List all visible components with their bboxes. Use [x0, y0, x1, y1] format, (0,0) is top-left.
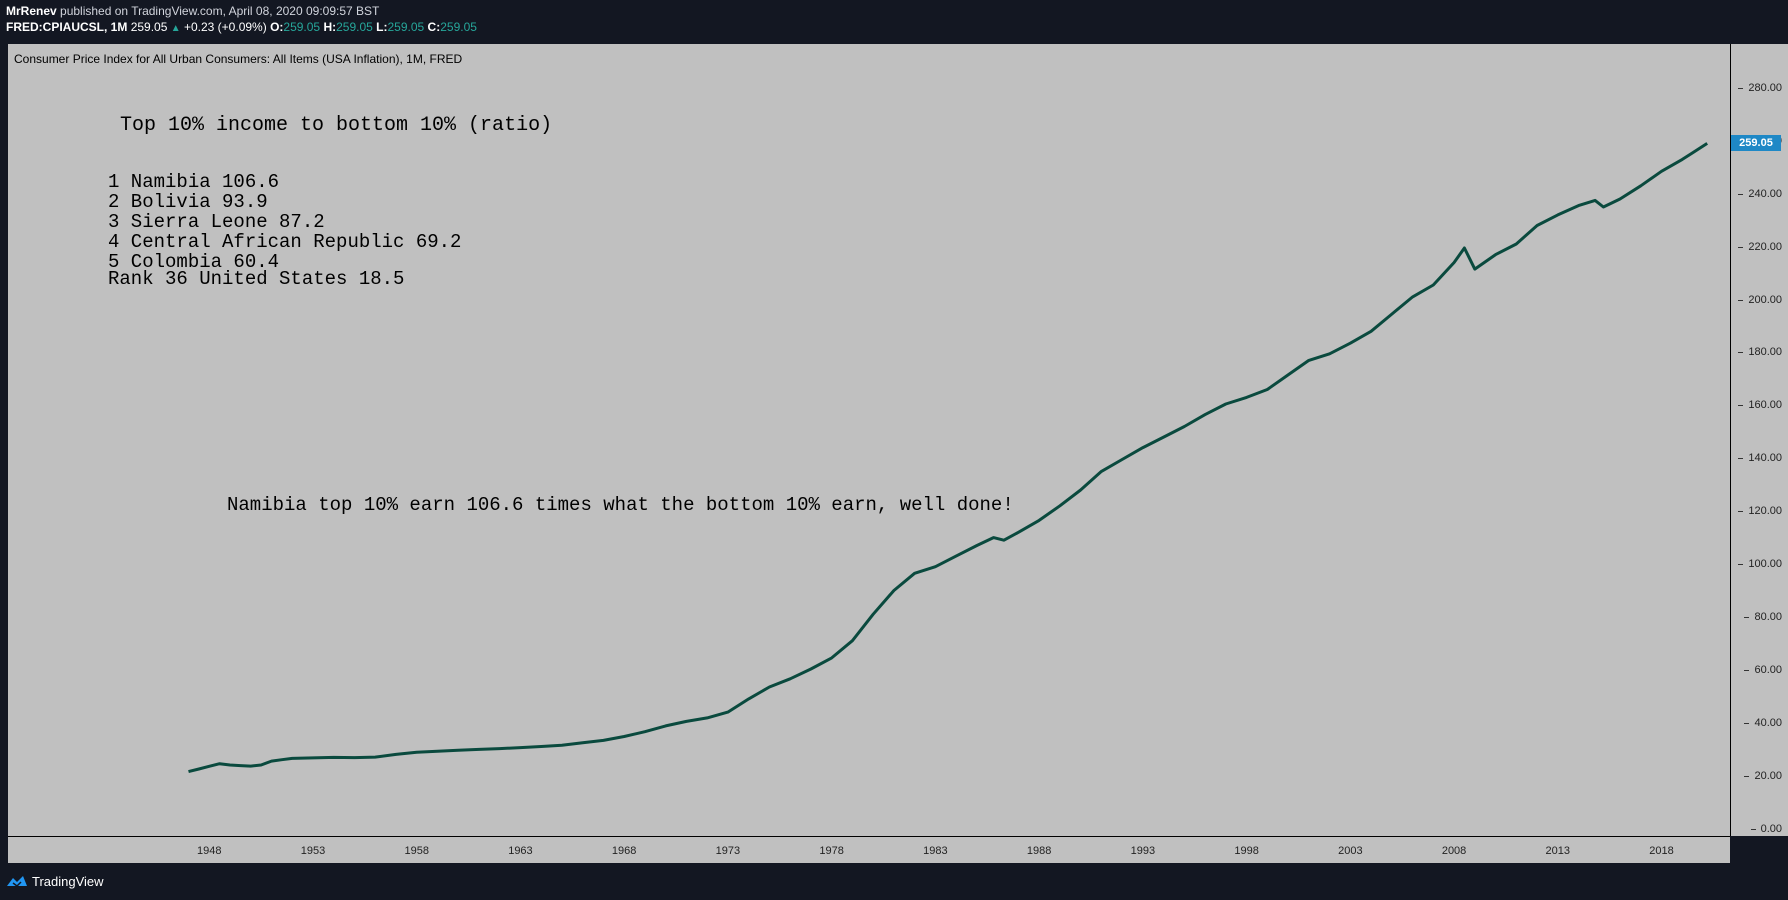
- last-value: 259.05: [130, 20, 168, 34]
- price-tick-label: 220.00: [1738, 240, 1782, 253]
- time-tick-label: 1953: [300, 845, 326, 857]
- time-tick-label: 2003: [1338, 845, 1363, 857]
- open-label: O:: [270, 20, 284, 34]
- price-tick-label: 100.00: [1738, 558, 1782, 571]
- last-price-label: 259.05: [1731, 135, 1781, 152]
- footer-brand-text: TradingView: [32, 873, 104, 889]
- low-value: 259.05: [387, 20, 425, 34]
- note-heading: Top 10% income to bottom 10% (ratio): [120, 114, 553, 137]
- published-text: published on TradingView.com, April 08, …: [60, 4, 380, 18]
- note-list-item: 2 Bolivia 93.9: [108, 191, 268, 213]
- price-tick-label: 180.00: [1738, 346, 1782, 359]
- time-tick-label: 1978: [819, 845, 844, 857]
- close-value: 259.05: [440, 20, 477, 34]
- time-tick-label: 1968: [611, 845, 637, 857]
- chart-title: Consumer Price Index for All Urban Consu…: [14, 52, 463, 66]
- time-tick-label: 2008: [1441, 845, 1467, 857]
- open-value: 259.05: [283, 20, 321, 34]
- price-tick-label: 40.00: [1744, 716, 1782, 729]
- time-tick-label: 1958: [404, 845, 429, 857]
- price-tick-label: 0.00: [1750, 822, 1782, 835]
- high-label: H:: [323, 20, 337, 34]
- cpi-series-line[interactable]: [188, 142, 1709, 774]
- price-tick-label: 80.00: [1744, 610, 1782, 623]
- price-tick-label: 60.00: [1744, 663, 1782, 676]
- low-label: L:: [376, 20, 388, 34]
- time-tick-label: 2018: [1649, 845, 1674, 857]
- symbol-label[interactable]: FRED:CPIAUCSL, 1M: [6, 20, 128, 34]
- footer-brand[interactable]: TradingView: [6, 871, 104, 891]
- close-label: C:: [427, 20, 441, 34]
- chart-plot-area[interactable]: Consumer Price Index for All Urban Consu…: [8, 44, 1730, 836]
- time-tick-label: 1988: [1026, 845, 1052, 857]
- tradingview-logo-icon: [7, 876, 27, 887]
- high-value: 259.05: [336, 20, 373, 34]
- time-tick-label: 1963: [508, 845, 533, 857]
- price-tick-label: 140.00: [1738, 452, 1782, 465]
- price-tick-label: 280.00: [1738, 81, 1782, 94]
- time-tick-label: 1998: [1234, 845, 1259, 857]
- price-chart[interactable]: [8, 44, 1730, 836]
- price-tick-label: 20.00: [1744, 769, 1782, 782]
- note-comment: Namibia top 10% earn 106.6 times what th…: [227, 494, 1014, 516]
- time-tick-label: 1948: [196, 845, 222, 857]
- note-list-item: 1 Namibia 106.6: [108, 171, 280, 193]
- note-us-rank: Rank 36 United States 18.5: [108, 268, 405, 290]
- note-list-item: 5 Colombia 60.4: [108, 251, 280, 273]
- up-arrow-icon: ▲: [170, 23, 181, 34]
- note-list-item: 4 Central African Republic 69.2: [108, 231, 462, 253]
- note-list-item: 3 Sierra Leone 87.2: [108, 211, 325, 233]
- price-tick-label: 160.00: [1738, 399, 1782, 412]
- publish-row: MrRenev published on TradingView.com, Ap…: [6, 3, 477, 19]
- author-name[interactable]: MrRenev: [6, 4, 57, 18]
- price-axis[interactable]: 0.00 20.00 40.00 60.00 80.00 100.00 120.00 140.…: [1730, 44, 1788, 836]
- price-tick-label: 200.00: [1738, 293, 1782, 306]
- time-tick-label: 2013: [1545, 845, 1571, 857]
- axis-corner: [1730, 836, 1788, 863]
- change-value: +0.23 (+0.09%): [183, 20, 267, 34]
- ohlc-row: FRED:CPIAUCSL, 1M 259.05 ▲ +0.23 (+0.09%…: [6, 19, 477, 37]
- time-axis[interactable]: 1948 1953 1958 1963 1968 1973 1978 1983 1988 1993…: [8, 836, 1730, 863]
- time-tick-label: 1983: [923, 845, 948, 857]
- chart-header: MrRenev published on TradingView.com, Ap…: [6, 3, 477, 37]
- price-tick-label: 240.00: [1738, 187, 1782, 200]
- time-tick-label: 1973: [715, 845, 741, 857]
- time-tick-label: 1993: [1130, 845, 1156, 857]
- note-ranking-list: 1 Namibia 106.6 2 Bolivia 93.9 3 Sierra Le…: [108, 172, 461, 272]
- price-tick-label: 120.00: [1738, 505, 1782, 518]
